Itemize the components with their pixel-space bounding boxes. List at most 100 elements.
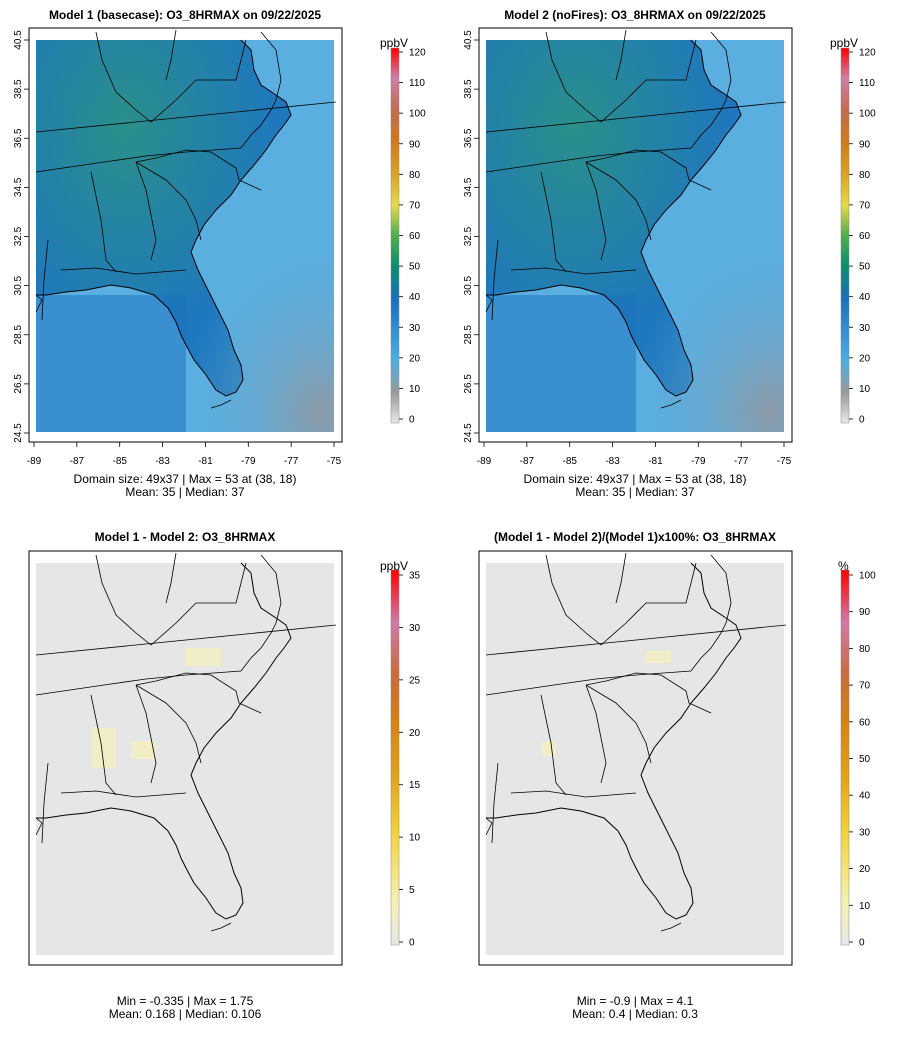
colorbar-model2-tick-label-5: 50 [859, 262, 871, 273]
lon-tick-label-model1-4: -81 [198, 456, 213, 467]
colorbar-pctdiff-tick-label-5: 50 [859, 754, 871, 765]
lon-tick-label-model2-4: -81 [648, 456, 663, 467]
lat-tick-label-model2-2: 28.5 [463, 325, 474, 345]
field-pctdiff-hotspot-1 [646, 651, 671, 663]
lon-tick-label-model2-2: -85 [562, 456, 577, 467]
colorbar-diff-tick-label-0: 0 [409, 938, 415, 949]
colorbar-model1-tick-label-4: 40 [409, 292, 421, 303]
colorbar-unit-model1: ppbV [380, 36, 409, 50]
colorbar-pctdiff-tick-label-4: 40 [859, 791, 871, 802]
lon-tick-label-model2-7: -75 [777, 456, 792, 467]
colorbar-model2-tick-label-11: 110 [859, 78, 875, 89]
lat-tick-label-model2-3: 30.5 [463, 275, 474, 295]
colorbar-diff-tick-label-2: 10 [409, 833, 421, 844]
stats-diff-line2: Mean: 0.168 | Median: 0.106 [108, 1007, 262, 1021]
colorbar-model1-tick-label-0: 0 [409, 415, 415, 426]
lat-tick-label-model2-0: 24.5 [463, 423, 474, 443]
colorbar-model2-tick-label-7: 70 [859, 200, 871, 211]
lon-tick-label-model2-6: -77 [734, 456, 749, 467]
stats-pctdiff-line1: Min = -0.9 | Max = 4.1 [576, 994, 694, 1008]
colorbar-pctdiff-tick-label-8: 80 [859, 644, 871, 655]
colorbar-model1-tick-label-3: 30 [409, 323, 421, 334]
colorbar-diff-tick-label-4: 20 [409, 728, 421, 739]
panel-title-model1: Model 1 (basecase): O3_8HRMAX on 09/22/2… [48, 8, 322, 22]
colorbar-diff-tick-label-7: 35 [409, 571, 421, 582]
field-pctdiff-hotspot-2 [541, 741, 556, 756]
stats-model2-line2: Mean: 35 | Median: 37 [575, 485, 695, 499]
map-panel-diff [28, 550, 343, 966]
colorbar-pctdiff-tick-label-3: 30 [859, 827, 871, 838]
map-panel-model2 [478, 27, 793, 443]
lon-tick-label-model1-0: -89 [27, 456, 42, 467]
lon-tick-label-model1-3: -83 [155, 456, 170, 467]
colorbar-model1-tick-label-11: 110 [409, 78, 425, 89]
colorbar-model2-tick-label-3: 30 [859, 323, 871, 334]
colorbar-model1-tick-label-1: 10 [409, 384, 421, 395]
colorbar-unit-model2: ppbV [830, 36, 859, 50]
panel-title-model2: Model 2 (noFires): O3_8HRMAX on 09/22/20… [504, 8, 766, 22]
field-diff [36, 563, 334, 955]
colorbar-diff-tick-label-1: 5 [409, 885, 415, 896]
lat-tick-label-model2-8: 40.5 [463, 30, 474, 50]
colorbar-model2-tick-label-2: 20 [859, 353, 871, 364]
lat-tick-label-model2-7: 38.5 [463, 79, 474, 99]
stats-model1-line1: Domain size: 49x37 | Max = 53 at (38, 18… [73, 472, 297, 486]
colorbar-model1-tick-label-10: 100 [409, 109, 426, 120]
colorbar-pctdiff-tick-label-6: 60 [859, 717, 871, 728]
lon-tick-label-model2-3: -83 [605, 456, 620, 467]
colorbar-pctdiff-tick-label-7: 70 [859, 681, 871, 692]
map-panel-model1 [28, 27, 343, 443]
field-diff-hotspot-1 [186, 648, 221, 666]
stats-model1: Domain size: 49x37 | Max = 53 at (38, 18… [30, 473, 340, 499]
colorbar-model1-tick-label-6: 60 [409, 231, 421, 242]
field-pctdiff [486, 563, 784, 955]
colorbar-model2-tick-label-1: 10 [859, 384, 871, 395]
stats-diff: Min = -0.335 | Max = 1.75 Mean: 0.168 | … [30, 995, 340, 1021]
colorbar-pctdiff-tick-label-2: 20 [859, 864, 871, 875]
colorbar-pctdiff-tick-label-9: 90 [859, 607, 871, 618]
colorbar-model1-tick-label-9: 90 [409, 139, 421, 150]
colorbar-model2-tick-label-8: 80 [859, 170, 871, 181]
colorbar-model1-tick-label-7: 70 [409, 200, 421, 211]
lon-tick-label-model2-0: -89 [477, 456, 492, 467]
colorbar-model1 [390, 47, 400, 424]
lat-tick-label-model1-1: 26.5 [13, 374, 24, 394]
colorbar-pctdiff [840, 569, 850, 946]
lon-tick-label-model2-1: -87 [520, 456, 535, 467]
lon-tick-label-model1-7: -75 [327, 456, 342, 467]
colorbar-diff-tick-label-3: 15 [409, 780, 421, 791]
colorbar-model2-tick-label-0: 0 [859, 415, 865, 426]
lat-tick-label-model1-7: 38.5 [13, 79, 24, 99]
lon-tick-label-model2-5: -79 [691, 456, 706, 467]
colorbar-model1-tick-label-2: 20 [409, 353, 421, 364]
colorbar-pctdiff-tick-label-0: 0 [859, 938, 865, 949]
stats-diff-line1: Min = -0.335 | Max = 1.75 [116, 994, 254, 1008]
colorbar-model2-tick-label-6: 60 [859, 231, 871, 242]
colorbar-model1-tick-label-12: 120 [409, 48, 426, 59]
lat-tick-label-model2-1: 26.5 [463, 374, 474, 394]
lon-tick-label-model1-1: -87 [70, 456, 85, 467]
colorbar-diff-tick-label-6: 30 [409, 623, 421, 634]
stats-pctdiff-line2: Mean: 0.4 | Median: 0.3 [572, 1007, 698, 1021]
colorbar-model2-tick-label-4: 40 [859, 292, 871, 303]
colorbar-model1-tick-label-8: 80 [409, 170, 421, 181]
colorbar-diff-tick-label-5: 25 [409, 675, 421, 686]
colorbar-unit-pctdiff: % [838, 559, 849, 573]
colorbar-model2 [840, 47, 850, 424]
colorbar-diff [390, 569, 400, 946]
lat-tick-label-model1-8: 40.5 [13, 30, 24, 50]
stats-model2-line1: Domain size: 49x37 | Max = 53 at (38, 18… [523, 472, 747, 486]
axes-layer: -89 -87 -85 -83 -81 -79 -77 -75 24.5 26.5 28.5 30.5… [13, 30, 876, 949]
colorbar-unit-diff: ppbV [380, 559, 409, 573]
field-gulf-model1 [36, 295, 186, 432]
colorbar-model2-tick-label-9: 90 [859, 139, 871, 150]
lat-tick-label-model2-4: 32.5 [463, 226, 474, 246]
colorbar-model1-tick-label-5: 50 [409, 262, 421, 273]
field-diff-hotspot-3 [131, 741, 156, 759]
lon-tick-label-model1-5: -79 [241, 456, 256, 467]
lat-tick-label-model1-0: 24.5 [13, 423, 24, 443]
colorbar-model2-tick-label-12: 120 [859, 48, 876, 59]
lat-tick-label-model1-2: 28.5 [13, 325, 24, 345]
panel-title-diff: Model 1 - Model 2: O3_8HRMAX [94, 530, 276, 544]
